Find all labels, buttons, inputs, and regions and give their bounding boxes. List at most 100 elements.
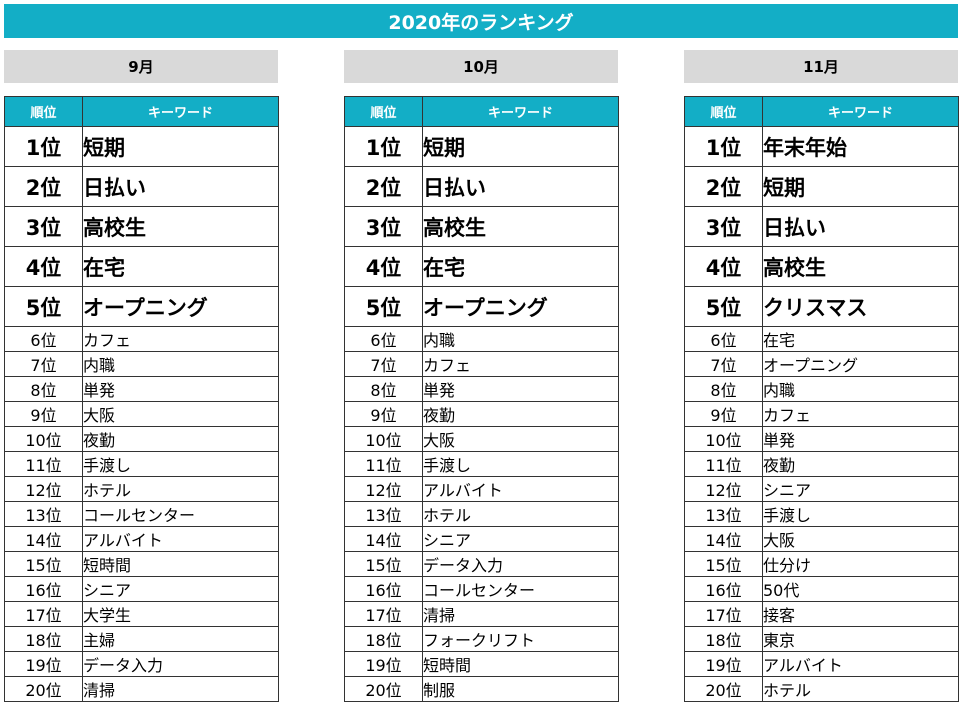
ranking-panel-september: 9月 順位 キーワード 1位 短期 2位 日払い 3位 高校生 4位 在宅 5位 オープニング 6位… (4, 50, 279, 702)
ranking-panel-november: 11月 順位 キーワード 1位 年末年始 2位 短期 3位 日払い 4位 高校生 5位 クリスマス… (684, 50, 959, 702)
table-row: 4位 在宅 (344, 246, 619, 287)
table-row: 18位 フォークリフト (344, 626, 619, 652)
keyword-cell: 大阪 (422, 426, 619, 452)
keyword-cell: 短期 (422, 126, 619, 167)
rank-cell: 14位 (344, 526, 423, 552)
rank-cell: 20位 (684, 676, 763, 702)
keyword-cell: オープニング (82, 286, 279, 327)
table-row: 17位 清掃 (344, 601, 619, 627)
rank-cell: 3位 (344, 206, 423, 247)
keyword-cell: 短時間 (422, 651, 619, 677)
table-header-row: 順位 キーワード (684, 96, 959, 127)
rank-cell: 17位 (4, 601, 83, 627)
keyword-cell: クリスマス (762, 286, 959, 327)
table-row: 17位 接客 (684, 601, 959, 627)
keyword-cell: コールセンター (82, 501, 279, 527)
rank-cell: 14位 (684, 526, 763, 552)
rank-cell: 15位 (344, 551, 423, 577)
table-row: 1位 短期 (344, 126, 619, 167)
table-row: 3位 高校生 (4, 206, 279, 247)
table-row: 7位 オープニング (684, 351, 959, 377)
ranking-panel-october: 10月 順位 キーワード 1位 短期 2位 日払い 3位 高校生 4位 在宅 5位 オープニング 6… (344, 50, 619, 702)
table-row: 12位 ホテル (4, 476, 279, 502)
keyword-cell: 制服 (422, 676, 619, 702)
keyword-cell: 夜勤 (82, 426, 279, 452)
keyword-cell: 夜勤 (762, 451, 959, 477)
rank-cell: 4位 (344, 246, 423, 287)
table-row: 14位 シニア (344, 526, 619, 552)
table-row: 16位 50代 (684, 576, 959, 602)
table-row: 12位 シニア (684, 476, 959, 502)
keyword-cell: 高校生 (422, 206, 619, 247)
table-header-row: 順位 キーワード (344, 96, 619, 127)
rank-cell: 7位 (4, 351, 83, 377)
keyword-cell: 在宅 (762, 326, 959, 352)
table-row: 17位 大学生 (4, 601, 279, 627)
keyword-cell: アルバイト (422, 476, 619, 502)
keyword-cell: 内職 (82, 351, 279, 377)
rank-cell: 17位 (344, 601, 423, 627)
table-row: 1位 短期 (4, 126, 279, 167)
table-row: 14位 アルバイト (4, 526, 279, 552)
rank-cell: 2位 (4, 166, 83, 207)
keyword-cell: 短時間 (82, 551, 279, 577)
keyword-cell: シニア (422, 526, 619, 552)
rank-cell: 6位 (4, 326, 83, 352)
rank-cell: 4位 (4, 246, 83, 287)
keyword-cell: ホテル (762, 676, 959, 702)
rank-cell: 6位 (344, 326, 423, 352)
table-row: 16位 コールセンター (344, 576, 619, 602)
keyword-cell: アルバイト (762, 651, 959, 677)
keyword-cell: ホテル (82, 476, 279, 502)
rank-cell: 11位 (684, 451, 763, 477)
rank-cell: 10位 (684, 426, 763, 452)
table-row: 9位 カフェ (684, 401, 959, 427)
keyword-cell: 短期 (82, 126, 279, 167)
rank-cell: 16位 (684, 576, 763, 602)
keyword-cell: 東京 (762, 626, 959, 652)
table-row: 20位 ホテル (684, 676, 959, 702)
keyword-header: キーワード (82, 96, 279, 127)
rank-cell: 15位 (684, 551, 763, 577)
keyword-cell: ホテル (422, 501, 619, 527)
table-row: 9位 大阪 (4, 401, 279, 427)
table-row: 14位 大阪 (684, 526, 959, 552)
table-row: 15位 データ入力 (344, 551, 619, 577)
rank-cell: 8位 (4, 376, 83, 402)
rank-cell: 18位 (4, 626, 83, 652)
keyword-cell: 単発 (82, 376, 279, 402)
table-row: 10位 単発 (684, 426, 959, 452)
table-row: 18位 東京 (684, 626, 959, 652)
table-row: 5位 オープニング (344, 286, 619, 327)
keyword-cell: カフェ (82, 326, 279, 352)
rank-cell: 1位 (684, 126, 763, 167)
rank-cell: 13位 (4, 501, 83, 527)
table-row: 4位 在宅 (4, 246, 279, 287)
rank-cell: 12位 (344, 476, 423, 502)
keyword-cell: 内職 (422, 326, 619, 352)
table-row: 11位 夜勤 (684, 451, 959, 477)
table-row: 6位 カフェ (4, 326, 279, 352)
rank-cell: 13位 (344, 501, 423, 527)
keyword-cell: オープニング (762, 351, 959, 377)
keyword-cell: 在宅 (82, 246, 279, 287)
table-row: 10位 大阪 (344, 426, 619, 452)
table-row: 12位 アルバイト (344, 476, 619, 502)
keyword-cell: 年末年始 (762, 126, 959, 167)
rank-cell: 19位 (4, 651, 83, 677)
table-row: 19位 アルバイト (684, 651, 959, 677)
rank-cell: 20位 (344, 676, 423, 702)
keyword-cell: 大学生 (82, 601, 279, 627)
keyword-cell: データ入力 (422, 551, 619, 577)
rank-cell: 5位 (4, 286, 83, 327)
month-label: 10月 (344, 50, 618, 83)
keyword-cell: 単発 (762, 426, 959, 452)
keyword-cell: 短期 (762, 166, 959, 207)
table-row: 19位 短時間 (344, 651, 619, 677)
keyword-cell: 50代 (762, 576, 959, 602)
ranking-table: 順位 キーワード 1位 短期 2位 日払い 3位 高校生 4位 在宅 5位 オープニング 6位 内職 7… (344, 96, 619, 702)
table-row: 3位 日払い (684, 206, 959, 247)
keyword-cell: 手渡し (762, 501, 959, 527)
rank-cell: 2位 (344, 166, 423, 207)
rank-cell: 11位 (344, 451, 423, 477)
